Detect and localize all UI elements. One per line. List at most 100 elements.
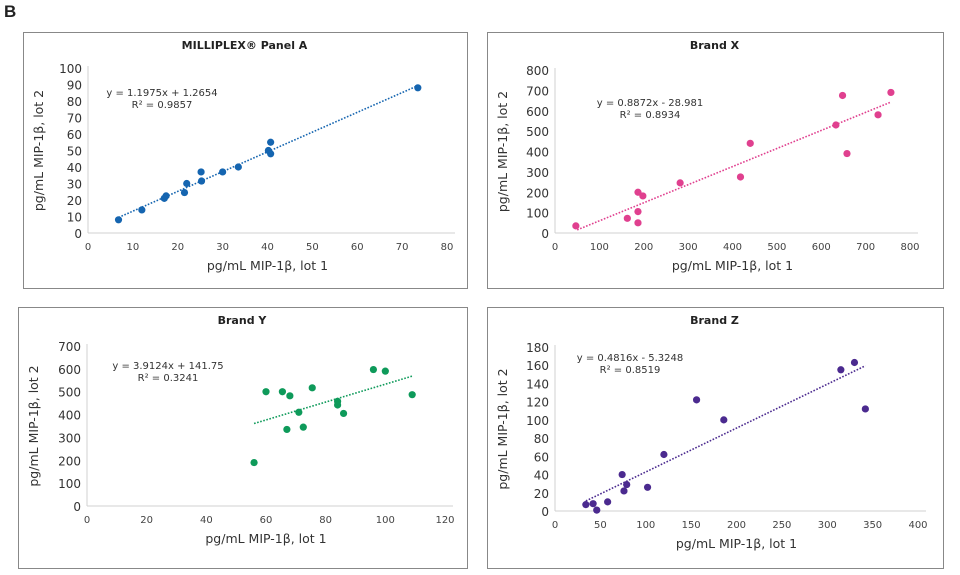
y-tick-label: 100 — [58, 477, 81, 491]
y-tick-label: 600 — [58, 363, 81, 377]
y-tick-label: 60 — [534, 450, 549, 464]
y-axis-label: pg/mL MIP-1β, lot 2 — [31, 90, 46, 211]
chart-title: Brand Z — [690, 314, 739, 327]
y-tick-label: 300 — [58, 431, 81, 445]
data-point — [381, 367, 389, 375]
trendline-equation: y = 0.8872x - 28.981 — [597, 98, 704, 109]
data-point — [339, 409, 348, 418]
x-tick-label: 40 — [200, 515, 213, 526]
data-point — [286, 392, 294, 400]
data-point — [720, 416, 728, 424]
x-tick-label: 80 — [441, 242, 454, 253]
data-point — [887, 88, 895, 97]
x-axis-label: pg/mL MIP-1β, lot 1 — [205, 531, 326, 546]
y-axis-label: pg/mL MIP-1β, lot 2 — [495, 91, 510, 212]
x-axis-label: pg/mL MIP-1β, lot 1 — [676, 536, 797, 551]
x-tick-label: 0 — [84, 515, 90, 526]
data-point — [676, 179, 684, 187]
y-tick-label: 600 — [526, 105, 549, 119]
x-tick-label: 600 — [812, 242, 831, 253]
data-point — [334, 401, 342, 409]
y-tick-label: 400 — [58, 409, 81, 423]
x-tick-label: 20 — [171, 242, 184, 253]
y-tick-label: 10 — [67, 211, 82, 225]
data-point — [295, 408, 303, 416]
data-point — [234, 163, 242, 171]
chart-panel — [23, 32, 468, 289]
x-tick-label: 700 — [856, 242, 875, 253]
x-axis-label: pg/mL MIP-1β, lot 1 — [672, 258, 793, 273]
data-point — [219, 168, 227, 176]
data-point — [634, 219, 642, 227]
data-point — [408, 391, 416, 399]
x-tick-label: 0 — [85, 242, 91, 253]
x-tick-label: 800 — [900, 242, 919, 253]
data-point — [618, 470, 626, 479]
x-tick-label: 120 — [435, 515, 454, 526]
x-tick-label: 100 — [376, 515, 395, 526]
trendline — [585, 365, 866, 502]
chart-title: Brand X — [690, 39, 740, 52]
data-point — [414, 84, 422, 92]
y-tick-label: 700 — [58, 340, 81, 354]
data-point — [838, 91, 847, 100]
data-point — [660, 450, 668, 459]
x-tick-label: 40 — [261, 242, 274, 253]
x-tick-label: 0 — [552, 520, 558, 531]
x-tick-label: 350 — [863, 520, 882, 531]
y-tick-label: 200 — [58, 454, 81, 468]
data-point — [278, 388, 287, 396]
y-tick-label: 160 — [526, 359, 549, 373]
data-point — [582, 501, 590, 509]
chart-panel — [18, 307, 468, 569]
y-tick-label: 20 — [67, 194, 82, 208]
trendline-equation: y = 0.4816x - 5.3248 — [577, 353, 684, 364]
y-axis-label: pg/mL MIP-1β, lot 2 — [495, 368, 510, 489]
y-tick-label: 50 — [67, 145, 82, 159]
data-point — [623, 480, 631, 489]
y-tick-label: 500 — [58, 386, 81, 400]
data-point — [861, 405, 869, 413]
x-axis-label: pg/mL MIP-1β, lot 1 — [207, 258, 328, 273]
y-tick-label: 120 — [526, 396, 549, 410]
data-point — [572, 222, 580, 230]
y-tick-label: 400 — [526, 146, 549, 160]
trendline-equation: y = 3.9124x + 141.75 — [112, 361, 223, 372]
y-tick-label: 80 — [534, 432, 549, 446]
data-point — [643, 483, 652, 491]
x-tick-label: 100 — [636, 520, 655, 531]
data-point — [623, 214, 631, 222]
y-tick-label: 0 — [541, 227, 549, 241]
data-point — [299, 423, 307, 431]
data-point — [589, 500, 597, 508]
y-tick-label: 60 — [67, 128, 82, 142]
y-tick-label: 0 — [74, 227, 82, 241]
chart-title: Brand Y — [218, 314, 268, 327]
x-tick-label: 20 — [140, 515, 153, 526]
y-tick-label: 700 — [526, 84, 549, 98]
y-tick-label: 800 — [526, 64, 549, 78]
data-point — [874, 111, 882, 119]
x-tick-label: 50 — [594, 520, 607, 531]
data-point — [197, 177, 206, 185]
data-point — [850, 358, 859, 367]
y-tick-label: 80 — [67, 95, 82, 109]
x-tick-label: 400 — [723, 242, 742, 253]
data-point — [843, 149, 851, 158]
chart-title: MILLIPLEX® Panel A — [182, 39, 308, 52]
data-point — [736, 173, 745, 181]
x-tick-label: 100 — [590, 242, 609, 253]
data-point — [620, 487, 628, 495]
y-axis-label: pg/mL MIP-1β, lot 2 — [26, 365, 41, 486]
y-tick-label: 500 — [526, 125, 549, 139]
x-tick-label: 200 — [727, 520, 746, 531]
y-tick-label: 100 — [526, 414, 549, 428]
y-tick-label: 20 — [534, 487, 549, 501]
x-tick-label: 80 — [319, 515, 332, 526]
y-tick-label: 0 — [541, 505, 549, 519]
data-point — [746, 139, 754, 147]
data-point — [267, 150, 275, 158]
